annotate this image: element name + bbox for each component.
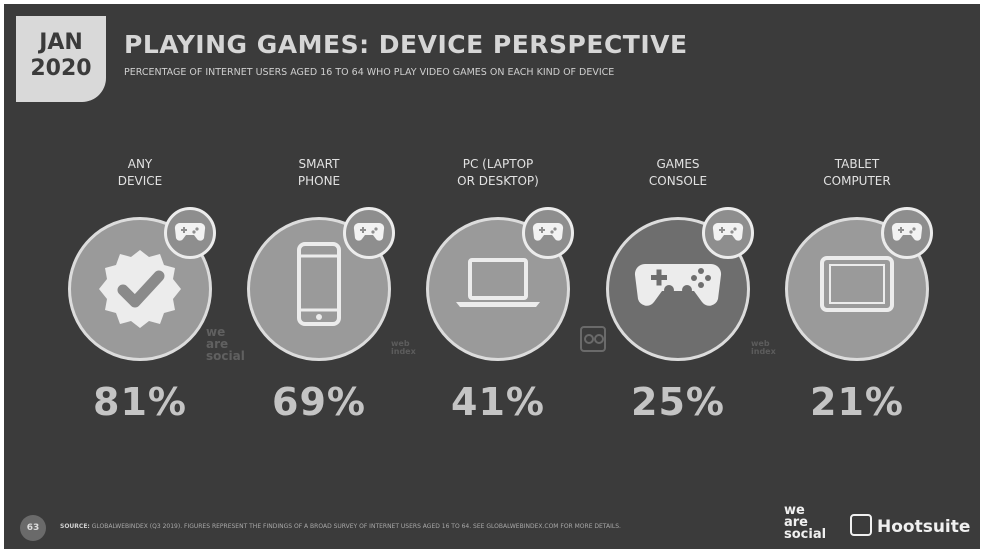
date-badge: JAN 2020 xyxy=(16,16,106,102)
value-label-pc: 41% xyxy=(451,380,545,424)
smartphone-icon xyxy=(297,242,341,326)
globalwebindex-watermark: web index xyxy=(391,339,416,356)
gamepad-badge-icon xyxy=(881,207,933,259)
date-month: JAN xyxy=(39,30,83,55)
laptop-icon xyxy=(456,258,540,307)
globalwebindex-watermark: web index xyxy=(751,339,776,356)
category-label-tablet: TABLET COMPUTER xyxy=(823,157,891,188)
hootsuite-owl-watermark-icon xyxy=(580,326,606,352)
checkmark-seal-icon xyxy=(99,250,181,328)
gamepad-badge-icon xyxy=(164,207,216,259)
gamepad-badge-icon xyxy=(343,207,395,259)
value-label-any-device: 81% xyxy=(93,380,187,424)
slide: JAN 2020 PLAYING GAMES: DEVICE PERSPECTI… xyxy=(4,4,980,549)
we-are-social-logo: we are social xyxy=(784,503,827,542)
category-label-smartphone: SMART PHONE xyxy=(297,157,341,188)
category-label-games-console: GAMES CONSOLE xyxy=(648,157,708,188)
device-circle-pc xyxy=(426,217,570,361)
source-note: SOURCE: GLOBALWEBINDEX (Q3 2019). FIGURE… xyxy=(60,523,621,530)
chart-title: PLAYING GAMES: DEVICE PERSPECTIVE xyxy=(124,30,688,59)
we-are-social-watermark: we are social xyxy=(206,325,245,363)
chart-subtitle: PERCENTAGE OF INTERNET USERS AGED 16 TO … xyxy=(124,67,615,78)
gamepad-icon xyxy=(634,263,722,306)
gamepad-badge-icon xyxy=(702,207,754,259)
category-label-any-device: ANY DEVICE xyxy=(117,157,163,188)
value-label-smartphone: 69% xyxy=(272,380,366,424)
hootsuite-owl-icon xyxy=(850,514,872,536)
page-number: 63 xyxy=(20,515,46,541)
hootsuite-logo: Hootsuite xyxy=(850,514,970,538)
value-label-games-console: 25% xyxy=(631,380,725,424)
date-year: 2020 xyxy=(30,56,92,81)
gamepad-badge-icon xyxy=(522,207,574,259)
value-label-tablet: 21% xyxy=(810,380,904,424)
category-label-pc: PC (LAPTOP OR DESKTOP) xyxy=(457,157,539,188)
tablet-icon xyxy=(820,256,894,312)
